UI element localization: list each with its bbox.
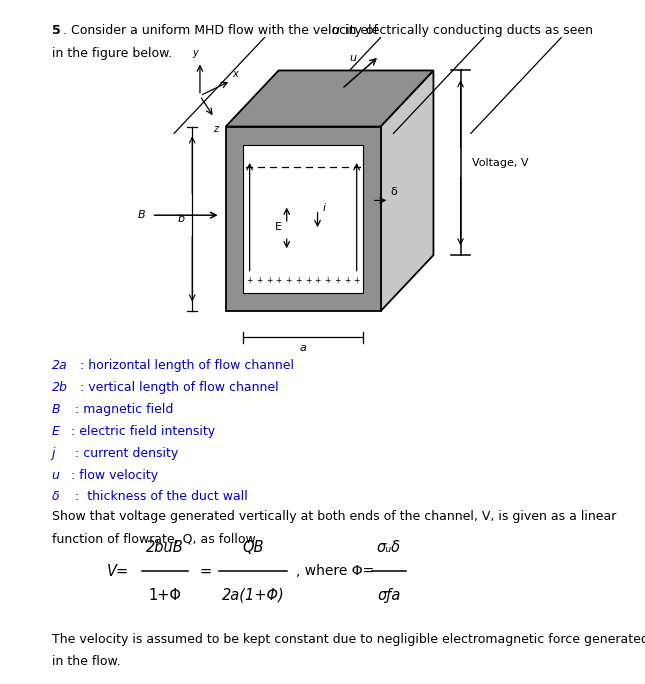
Text: Voltage, V: Voltage, V <box>472 158 529 168</box>
Text: +: + <box>256 276 263 285</box>
Text: +: + <box>285 276 292 285</box>
Text: x: x <box>232 69 238 79</box>
Text: +: + <box>353 276 360 285</box>
Text: z: z <box>213 124 218 135</box>
Text: B: B <box>137 210 145 220</box>
Text: in the figure below.: in the figure below. <box>52 47 172 60</box>
Text: V=: V= <box>106 564 128 579</box>
Text: B: B <box>52 403 60 416</box>
Text: : horizontal length of flow channel: : horizontal length of flow channel <box>76 359 294 372</box>
Text: E: E <box>52 425 59 438</box>
Polygon shape <box>226 70 433 127</box>
Text: : magnetic field: : magnetic field <box>71 403 174 416</box>
Text: +: + <box>344 276 350 285</box>
Text: a: a <box>300 343 306 353</box>
Text: u: u <box>350 53 357 63</box>
Polygon shape <box>381 70 433 311</box>
Polygon shape <box>243 145 363 293</box>
Polygon shape <box>226 127 381 311</box>
Text: +: + <box>305 276 311 285</box>
Text: : vertical length of flow channel: : vertical length of flow channel <box>76 381 279 394</box>
Text: +: + <box>315 276 321 285</box>
Text: 5: 5 <box>52 24 61 37</box>
Text: y: y <box>192 48 198 58</box>
Text: +: + <box>295 276 301 285</box>
Text: b: b <box>178 214 185 224</box>
Text: δ: δ <box>52 490 59 503</box>
Text: Show that voltage generated vertically at both ends of the channel, V, is given : Show that voltage generated vertically a… <box>52 510 616 523</box>
Text: . Consider a uniform MHD flow with the velocity of: . Consider a uniform MHD flow with the v… <box>63 24 382 37</box>
Text: δ: δ <box>390 187 397 197</box>
Text: The velocity is assumed to be kept constant due to negligible electromagnetic fo: The velocity is assumed to be kept const… <box>52 633 645 646</box>
Text: +: + <box>266 276 272 285</box>
Text: +: + <box>246 276 253 285</box>
Text: in electrically conducting ducts as seen: in electrically conducting ducts as seen <box>341 24 593 37</box>
Text: QB: QB <box>243 540 264 555</box>
Text: : current density: : current density <box>71 447 178 460</box>
Text: :  thickness of the duct wall: : thickness of the duct wall <box>71 490 248 503</box>
Text: =: = <box>200 564 212 579</box>
Text: , where Φ=: , where Φ= <box>296 564 374 578</box>
Text: σƒa: σƒa <box>377 588 401 603</box>
Text: σᵤδ: σᵤδ <box>377 540 401 555</box>
Text: u: u <box>331 24 339 37</box>
Text: 2b: 2b <box>52 381 68 394</box>
Text: function of flowrate, Q, as follow.: function of flowrate, Q, as follow. <box>52 532 258 545</box>
Text: +: + <box>275 276 282 285</box>
Text: j: j <box>52 447 55 460</box>
Text: +: + <box>324 276 331 285</box>
Text: E: E <box>275 222 282 233</box>
Text: in the flow.: in the flow. <box>52 655 120 668</box>
Text: u: u <box>52 469 59 482</box>
Text: 1+Φ: 1+Φ <box>148 588 182 603</box>
Text: +: + <box>334 276 341 285</box>
Text: : flow velocity: : flow velocity <box>71 469 158 482</box>
Text: 2a(1+Φ): 2a(1+Φ) <box>222 588 284 603</box>
Text: 2buB: 2buB <box>146 540 184 555</box>
Text: : electric field intensity: : electric field intensity <box>71 425 215 438</box>
Text: 2a: 2a <box>52 359 67 372</box>
Text: i: i <box>322 202 326 213</box>
